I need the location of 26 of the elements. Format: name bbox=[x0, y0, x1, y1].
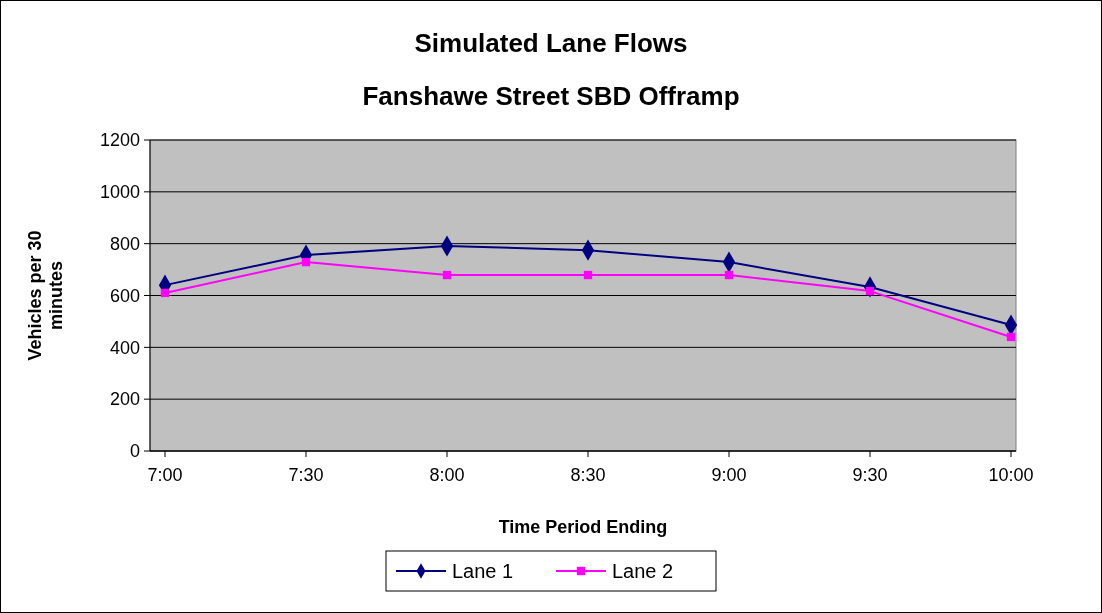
y-tick-label: 1000 bbox=[99, 182, 140, 203]
chart-title: Simulated Lane Flows bbox=[414, 28, 688, 58]
x-tick-label: 9:30 bbox=[852, 465, 888, 485]
legend-label: Lane 1 bbox=[452, 560, 514, 582]
x-tick-label: 8:00 bbox=[429, 465, 465, 485]
x-axis-title: Time Period Ending bbox=[498, 517, 668, 537]
x-tick-label: 9:00 bbox=[711, 465, 747, 485]
point bbox=[160, 288, 170, 298]
legend-label: Lane 2 bbox=[612, 560, 674, 582]
y-tick-label: 600 bbox=[109, 285, 140, 306]
y-tick-label: 200 bbox=[109, 389, 140, 410]
x-tick-label: 10:00 bbox=[988, 465, 1034, 485]
point bbox=[442, 270, 452, 280]
y-axis-title: Vehicles per 30 minutes bbox=[24, 230, 67, 361]
y-tick-label: 1200 bbox=[99, 130, 140, 151]
y-tick-label: 400 bbox=[109, 337, 140, 358]
point bbox=[583, 270, 593, 280]
x-tick-label: 7:00 bbox=[147, 465, 183, 485]
x-tick-label: 7:30 bbox=[288, 465, 324, 485]
point bbox=[301, 257, 311, 267]
y-tick-label: 800 bbox=[109, 233, 140, 254]
point bbox=[1006, 332, 1016, 342]
x-tick-label: 8:30 bbox=[570, 465, 606, 485]
y-tick-label: 0 bbox=[129, 441, 140, 462]
point bbox=[724, 270, 734, 280]
chart-subtitle: Fanshawe Street SBD Offramp bbox=[362, 81, 740, 111]
